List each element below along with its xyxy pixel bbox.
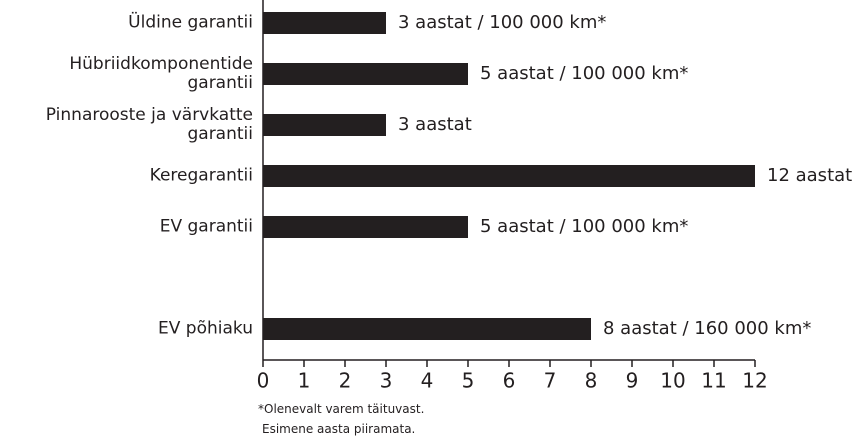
x-tick-label: 4 bbox=[421, 369, 434, 393]
x-tick-label: 9 bbox=[626, 369, 639, 393]
bar bbox=[263, 216, 468, 238]
x-tick-label: 3 bbox=[380, 369, 393, 393]
x-tick-label: 0 bbox=[257, 369, 270, 393]
x-tick-label: 11 bbox=[701, 369, 726, 393]
value-label: 5 aastat / 100 000 km* bbox=[480, 63, 688, 84]
bar bbox=[263, 114, 386, 136]
bar bbox=[263, 318, 591, 340]
category-label: Keregarantii bbox=[149, 165, 253, 186]
footnote: Esimene aasta piiramata. bbox=[262, 422, 416, 436]
x-tick-label: 5 bbox=[462, 369, 475, 393]
x-tick-label: 7 bbox=[544, 369, 557, 393]
category-label: Hübriidkomponentide garantii bbox=[69, 54, 253, 93]
category-label: Pinnarooste ja värvkatte garantii bbox=[45, 105, 253, 144]
category-label: EV põhiaku bbox=[158, 318, 253, 339]
bar bbox=[263, 63, 468, 85]
x-tick-label: 8 bbox=[585, 369, 598, 393]
x-tick-label: 6 bbox=[503, 369, 516, 393]
bar bbox=[263, 165, 755, 187]
x-tick-label: 10 bbox=[660, 369, 685, 393]
category-label: Üldine garantii bbox=[128, 12, 253, 33]
value-label: 3 aastat / 100 000 km* bbox=[398, 12, 606, 33]
x-tick-label: 1 bbox=[298, 369, 311, 393]
value-label: 8 aastat / 160 000 km* bbox=[603, 318, 811, 339]
footnote: *Olenevalt varem täituvast. bbox=[258, 402, 425, 416]
x-tick-label: 12 bbox=[742, 369, 767, 393]
bar bbox=[263, 12, 386, 34]
x-tick-label: 2 bbox=[339, 369, 352, 393]
category-label: EV garantii bbox=[159, 216, 253, 237]
value-label: 12 aastat bbox=[767, 165, 852, 186]
value-label: 5 aastat / 100 000 km* bbox=[480, 216, 688, 237]
value-label: 3 aastat bbox=[398, 114, 472, 135]
